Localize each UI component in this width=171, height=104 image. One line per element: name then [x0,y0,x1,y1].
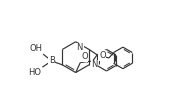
Text: N: N [76,43,83,52]
Text: HO: HO [29,68,42,77]
Text: B: B [49,56,55,66]
Text: N: N [91,60,98,69]
Text: OH: OH [29,44,42,53]
Text: O: O [99,51,106,60]
Text: O: O [81,52,88,61]
